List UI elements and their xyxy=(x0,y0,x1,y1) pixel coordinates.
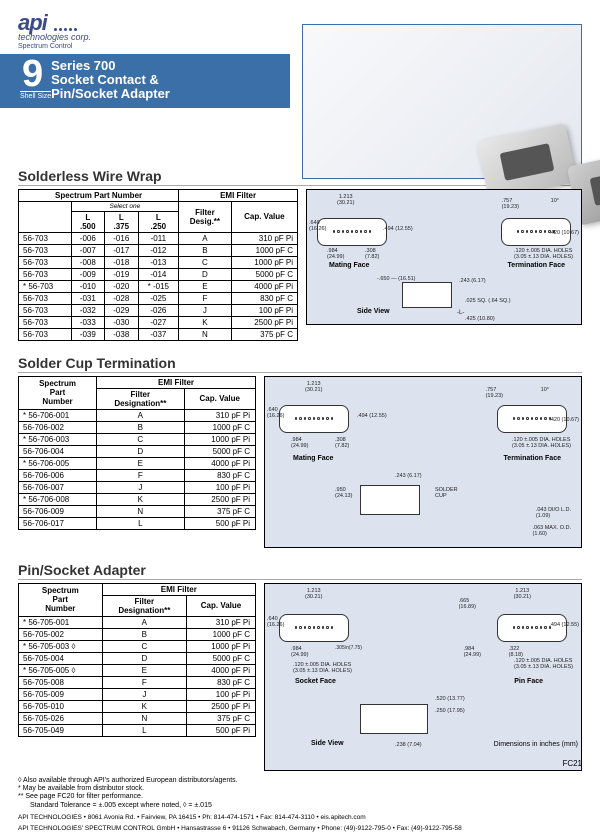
wirewrap-table: Spectrum Part NumberEMI Filter Select on… xyxy=(18,189,298,341)
table-row: * 56-703-010-020* -015E4000 pF Pi xyxy=(19,280,298,292)
table-row: * 56-705-001A310 pF Pi xyxy=(19,616,256,628)
table-row: * 56-706-001A310 pF Pi xyxy=(19,409,256,421)
footer-line-1: API TECHNOLOGIES • 8061 Avonia Rd. • Fai… xyxy=(18,814,582,821)
table-row: 56-705-009J100 pF Pi xyxy=(19,688,256,700)
table-row: 56-706-002B1000 pF C xyxy=(19,421,256,433)
soldercup-table: Spectrum Part NumberEMI Filter Filter De… xyxy=(18,376,256,530)
table-row: 56-705-008F830 pF C xyxy=(19,676,256,688)
table-row: 56-705-049L500 pF Pi xyxy=(19,724,256,736)
section-title-soldercup: Solder Cup Termination xyxy=(18,355,582,373)
soldercup-diagram: 1.213 (30.21) .640 (16.26) .757 (19.23) … xyxy=(264,376,582,548)
table-row: 56-706-004D5000 pF C xyxy=(19,445,256,457)
table-row: * 56-706-008K2500 pF Pi xyxy=(19,493,256,505)
section-title-pinsocket: Pin/Socket Adapter xyxy=(18,562,582,580)
table-row: 56-703-031-028-025F830 pF C xyxy=(19,292,298,304)
footnotes: ◊ Also available through API's authorize… xyxy=(18,777,398,811)
table-row: 56-706-006F830 pF C xyxy=(19,469,256,481)
table-row: * 56-705-005 ◊E4000 pF Pi xyxy=(19,664,256,676)
shell-number: 9 xyxy=(20,59,45,89)
table-row: 56-703-032-029-026J100 pF Pi xyxy=(19,304,298,316)
soldercup-row: Spectrum Part NumberEMI Filter Filter De… xyxy=(18,376,582,548)
table-row: 56-705-004D5000 pF C xyxy=(19,652,256,664)
pinsocket-table: Spectrum Part NumberEMI Filter Filter De… xyxy=(18,583,256,737)
table-row: 56-703-008-018-013C1000 pF Pi xyxy=(19,256,298,268)
table-row: * 56-706-003C1000 pF Pi xyxy=(19,433,256,445)
table-row: 56-706-007J100 pF Pi xyxy=(19,481,256,493)
page-root: api technologies corp. Spectrum Control … xyxy=(0,0,600,840)
table-row: 56-705-010K2500 pF Pi xyxy=(19,700,256,712)
table-row: 56-705-002B1000 pF C xyxy=(19,628,256,640)
wirewrap-row: Spectrum Part NumberEMI Filter Select on… xyxy=(18,189,582,341)
title-text: Series 700 Socket Contact & Pin/Socket A… xyxy=(51,58,170,102)
table-row: 56-703-033-030-027K2500 pF Pi xyxy=(19,316,298,328)
table-row: * 56-706-005E4000 pF Pi xyxy=(19,457,256,469)
title-bar: 9 Shell Size Series 700 Socket Contact &… xyxy=(0,54,290,108)
dimensions-note: Dimensions in inches (mm) xyxy=(494,741,578,748)
shell-label: Shell Size xyxy=(20,91,51,100)
footer-line-2: API TECHNOLOGIES' SPECTRUM CONTROL GmbH … xyxy=(18,825,582,832)
hero-image xyxy=(302,24,582,179)
wirewrap-diagram: 1.213 (30.21) .640 (16.26) .757 (19.23) … xyxy=(306,189,582,325)
table-row: 56-706-009N375 pF C xyxy=(19,505,256,517)
page-code: FC21 xyxy=(562,759,582,768)
table-row: 56-703-009-019-014D5000 pF C xyxy=(19,268,298,280)
table-row: 56-703-006-016-011A310 pF Pi xyxy=(19,232,298,244)
table-row: 56-703-039-038-037N375 pF C xyxy=(19,328,298,340)
table-row: * 56-705-003 ◊C1000 pF Pi xyxy=(19,640,256,652)
table-row: 56-706-017L500 pF Pi xyxy=(19,517,256,529)
table-row: 56-705-026N375 pF C xyxy=(19,712,256,724)
table-row: 56-703-007-017-012B1000 pF C xyxy=(19,244,298,256)
